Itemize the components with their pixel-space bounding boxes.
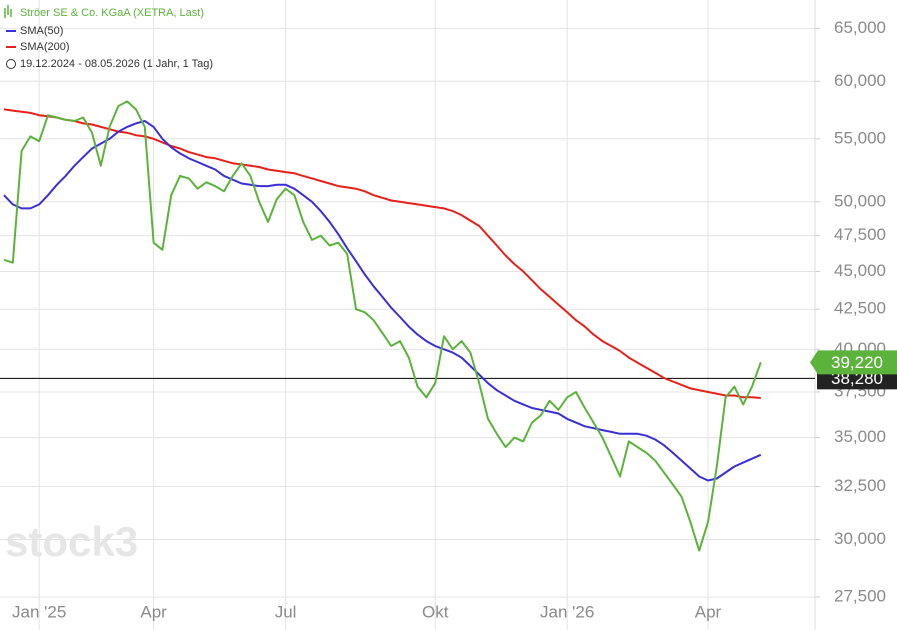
y-tick-label: 47,500 xyxy=(834,225,886,244)
legend-label: Ströer SE & Co. KGaA (XETRA, Last) xyxy=(20,7,204,19)
x-tick-label: Okt xyxy=(422,602,449,621)
date-range: 19.12.2024 - 08.05.2026 (1 Jahr, 1 Tag) xyxy=(20,58,213,70)
y-tick-label: 30,000 xyxy=(834,529,886,548)
x-tick-label: Apr xyxy=(140,602,167,621)
y-tick-label: 42,500 xyxy=(834,299,886,318)
clock-icon xyxy=(6,59,16,69)
y-tick-label: 45,000 xyxy=(834,261,886,280)
watermark: stock3 xyxy=(5,518,138,565)
y-tick-label: 32,500 xyxy=(834,476,886,495)
x-tick-label: Jan '26 xyxy=(540,602,594,621)
price-line xyxy=(3,100,762,552)
x-tick-label: Jul xyxy=(275,602,297,621)
legend: Ströer SE & Co. KGaA (XETRA, Last) SMA(5… xyxy=(4,5,213,70)
y-tick-label: 35,000 xyxy=(834,427,886,446)
x-tick-label: Jan '25 xyxy=(12,602,66,621)
y-tick-label: 27,500 xyxy=(834,586,886,605)
legend-label: SMA(200) xyxy=(20,41,70,53)
legend-label: SMA(50) xyxy=(20,25,63,37)
sma-line xyxy=(3,120,762,482)
y-tick-label: 55,000 xyxy=(834,128,886,147)
last-value-label: 39,220 xyxy=(831,353,883,372)
x-tick-label: Apr xyxy=(695,602,722,621)
y-tick-label: 50,000 xyxy=(834,191,886,210)
legend-swatch xyxy=(4,5,12,18)
sma-line xyxy=(3,108,761,399)
y-tick-label: 60,000 xyxy=(834,71,886,90)
last-value-box xyxy=(810,350,897,375)
y-tick-label: 65,000 xyxy=(834,18,886,37)
